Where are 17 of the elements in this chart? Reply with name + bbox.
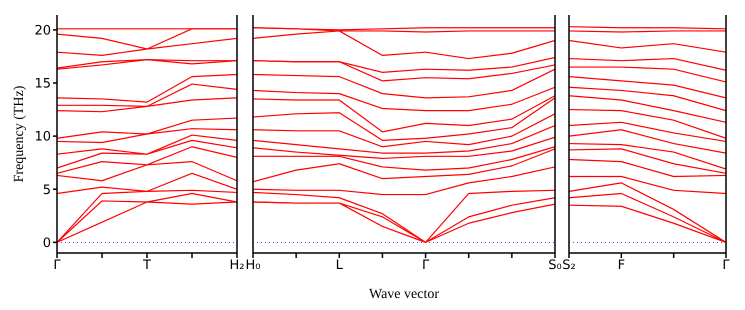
x-tick-label: F xyxy=(618,258,626,274)
y-tick-label: 10 xyxy=(34,130,51,145)
y-tick-label: 20 xyxy=(34,23,51,38)
y-tick-label: 0 xyxy=(42,236,51,251)
y-axis-title: Frequency (THz) xyxy=(12,85,27,182)
x-tick-label: Γ xyxy=(722,258,730,274)
x-axis-title: Wave vector xyxy=(369,287,440,302)
y-tick-label: 15 xyxy=(34,76,51,92)
x-tick-label: S₀ xyxy=(548,258,562,274)
x-tick-label: H₂ xyxy=(230,258,244,274)
x-tick-label: Γ xyxy=(422,258,430,274)
x-tick-label: Γ xyxy=(53,258,62,274)
x-tick-label: H₀ xyxy=(246,258,260,274)
x-tick-label: S₂ xyxy=(562,258,576,274)
x-tick-label: L xyxy=(336,258,344,274)
y-tick-label: 5 xyxy=(42,182,51,198)
x-tick-label: T xyxy=(142,258,152,274)
